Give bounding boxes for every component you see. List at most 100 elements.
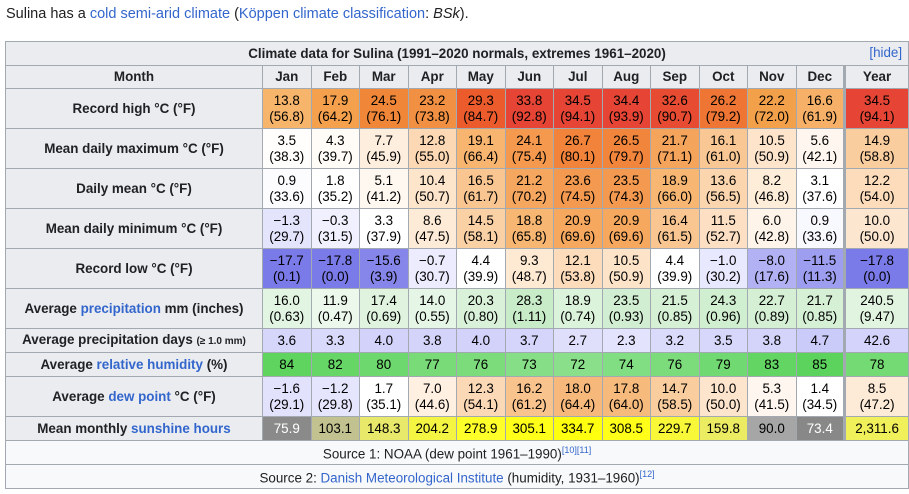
cell-converted-value: (58.8) xyxy=(859,148,895,164)
data-cell: 229.7 xyxy=(650,416,700,441)
cell-value: 23.6 xyxy=(564,172,591,188)
data-cell: 18.9 (0.74) xyxy=(553,288,603,329)
cell-converted-value: (0.55) xyxy=(414,308,450,324)
dmi-link[interactable]: Danish Meteorological Institute xyxy=(320,470,504,486)
cell-converted-value: (41.2) xyxy=(366,188,402,204)
cell-value: 278.9 xyxy=(463,420,498,436)
cell-value: 34.5 xyxy=(564,92,591,108)
data-cell: 148.3 xyxy=(359,416,409,441)
data-cell: 7.0 (44.6) xyxy=(407,376,457,417)
cell-converted-value: (30.7) xyxy=(414,268,450,284)
cold-semi-arid-link[interactable]: cold semi-arid climate xyxy=(89,6,231,22)
cell-value: 3.1 xyxy=(810,172,830,188)
cell-value: 14.9 xyxy=(864,132,891,148)
cell-value: 24.3 xyxy=(710,292,737,308)
table-row: Average precipitation days (≥ 1.0 mm) 3.6… xyxy=(5,328,909,353)
row-label-text: Average xyxy=(40,356,97,372)
cell-converted-value: (33.6) xyxy=(802,228,838,244)
column-header-jul: Jul xyxy=(553,65,603,89)
data-cell: 2,311.6 xyxy=(842,416,909,441)
data-cell: 80 xyxy=(359,352,409,377)
row-label-text: Mean daily minimum °C (°F) xyxy=(45,220,223,236)
row-label-link[interactable]: sunshine hours xyxy=(131,420,231,436)
cell-value: 308.5 xyxy=(609,420,643,436)
cell-value: 7.0 xyxy=(422,380,442,396)
cell-value: 18.9 xyxy=(564,292,591,308)
month-header-row: Month Jan Feb Mar Apr May Jun Jul Aug Sep Oct Nov De… xyxy=(5,65,909,89)
cell-value: 10.0 xyxy=(710,380,737,396)
data-cell: 34.4 (93.9) xyxy=(601,88,651,129)
source-2: Source 2: Danish Meteorological Institut… xyxy=(4,464,909,489)
cell-value: 17.8 xyxy=(613,380,640,396)
cell-converted-value: (61.5) xyxy=(657,228,693,244)
cell-value: 16.1 xyxy=(710,132,737,148)
data-cell: 34.5 (94.1) xyxy=(842,88,909,129)
cell-value: 26.2 xyxy=(710,92,737,108)
source-1-refs[interactable]: [10][11] xyxy=(561,445,592,456)
cell-converted-value: (94.1) xyxy=(560,108,596,124)
row-label-text: °C (°F) xyxy=(170,388,216,404)
cell-converted-value: (38.3) xyxy=(269,148,305,164)
cell-value: 4.0 xyxy=(471,332,491,348)
cell-converted-value: (72.0) xyxy=(754,108,790,124)
source-2-refs[interactable]: [12] xyxy=(639,469,655,480)
cell-converted-value: (0.89) xyxy=(754,308,790,324)
data-cell: 0.9 (33.6) xyxy=(262,168,312,209)
row-label: Record low °C (°F) xyxy=(5,248,263,289)
data-cell: 73 xyxy=(504,352,554,377)
data-cell: −17.8 (0.0) xyxy=(842,248,909,289)
cell-value: 14.0 xyxy=(419,292,446,308)
cell-value: −11.5 xyxy=(803,252,837,268)
data-cell: 3.3 (37.9) xyxy=(359,208,409,249)
cell-value: 75.9 xyxy=(273,420,300,436)
cell-value: 8.5 xyxy=(867,380,887,396)
data-cell: 159.8 xyxy=(698,416,748,441)
data-cell: 79 xyxy=(698,352,748,377)
koppen-link[interactable]: Köppen climate classification xyxy=(238,6,426,22)
cell-converted-value: (48.7) xyxy=(511,268,547,284)
cell-value: −15.6 xyxy=(366,252,401,268)
cell-converted-value: (45.9) xyxy=(366,148,402,164)
cell-value: 16.5 xyxy=(467,172,494,188)
row-label: Average precipitation mm (inches) xyxy=(5,288,263,329)
row-label-link[interactable]: relative humidity xyxy=(96,356,203,372)
row-label-link[interactable]: dew point xyxy=(108,388,171,404)
data-cell: 24.3 (0.96) xyxy=(698,288,748,329)
data-cell: 14.0 (0.55) xyxy=(407,288,457,329)
column-header-year: Year xyxy=(842,65,909,89)
cell-converted-value: (65.8) xyxy=(511,228,547,244)
cell-value: 21.2 xyxy=(516,172,543,188)
cell-value: 2,311.6 xyxy=(855,420,899,436)
hide-toggle-link[interactable]: [hide] xyxy=(869,45,903,60)
cell-converted-value: (66.0) xyxy=(657,188,693,204)
data-cell: 34.5 (94.1) xyxy=(553,88,603,129)
data-cell: 29.3 (84.7) xyxy=(456,88,506,129)
cell-value: −17.7 xyxy=(269,252,304,268)
cell-value: 72 xyxy=(570,356,586,372)
data-cell: 14.7 (58.5) xyxy=(650,376,700,417)
cell-converted-value: (37.9) xyxy=(366,228,402,244)
data-cell: 3.6 xyxy=(262,328,312,353)
row-label-text: Mean monthly xyxy=(37,420,132,436)
data-cell: 22.2 (72.0) xyxy=(747,88,797,129)
cell-value: 24.1 xyxy=(516,132,543,148)
data-cell: 20.3 (0.80) xyxy=(456,288,506,329)
column-header-oct: Oct xyxy=(698,65,748,89)
data-cell: 4.3 (39.7) xyxy=(310,128,360,169)
row-label-text: Average xyxy=(24,300,81,316)
data-cell: 20.9 (69.6) xyxy=(553,208,603,249)
cell-value: 3.5 xyxy=(713,332,733,348)
cell-value: 229.7 xyxy=(657,420,692,436)
data-cell: 23.6 (74.5) xyxy=(553,168,603,209)
row-label-link[interactable]: precipitation xyxy=(80,300,161,316)
cell-converted-value: (61.2) xyxy=(511,396,547,412)
cell-converted-value: (69.6) xyxy=(560,228,596,244)
cell-value: 103.1 xyxy=(318,420,352,436)
row-label: Average relative humidity (%) xyxy=(5,352,263,377)
data-cell: −1.3 (29.7) xyxy=(262,208,312,249)
cell-value: 13.6 xyxy=(710,172,737,188)
cell-converted-value: (75.4) xyxy=(511,148,547,164)
cell-converted-value: (0.0) xyxy=(321,268,350,284)
column-header-mar: Mar xyxy=(359,65,409,89)
data-cell: −17.7 (0.1) xyxy=(262,248,312,289)
